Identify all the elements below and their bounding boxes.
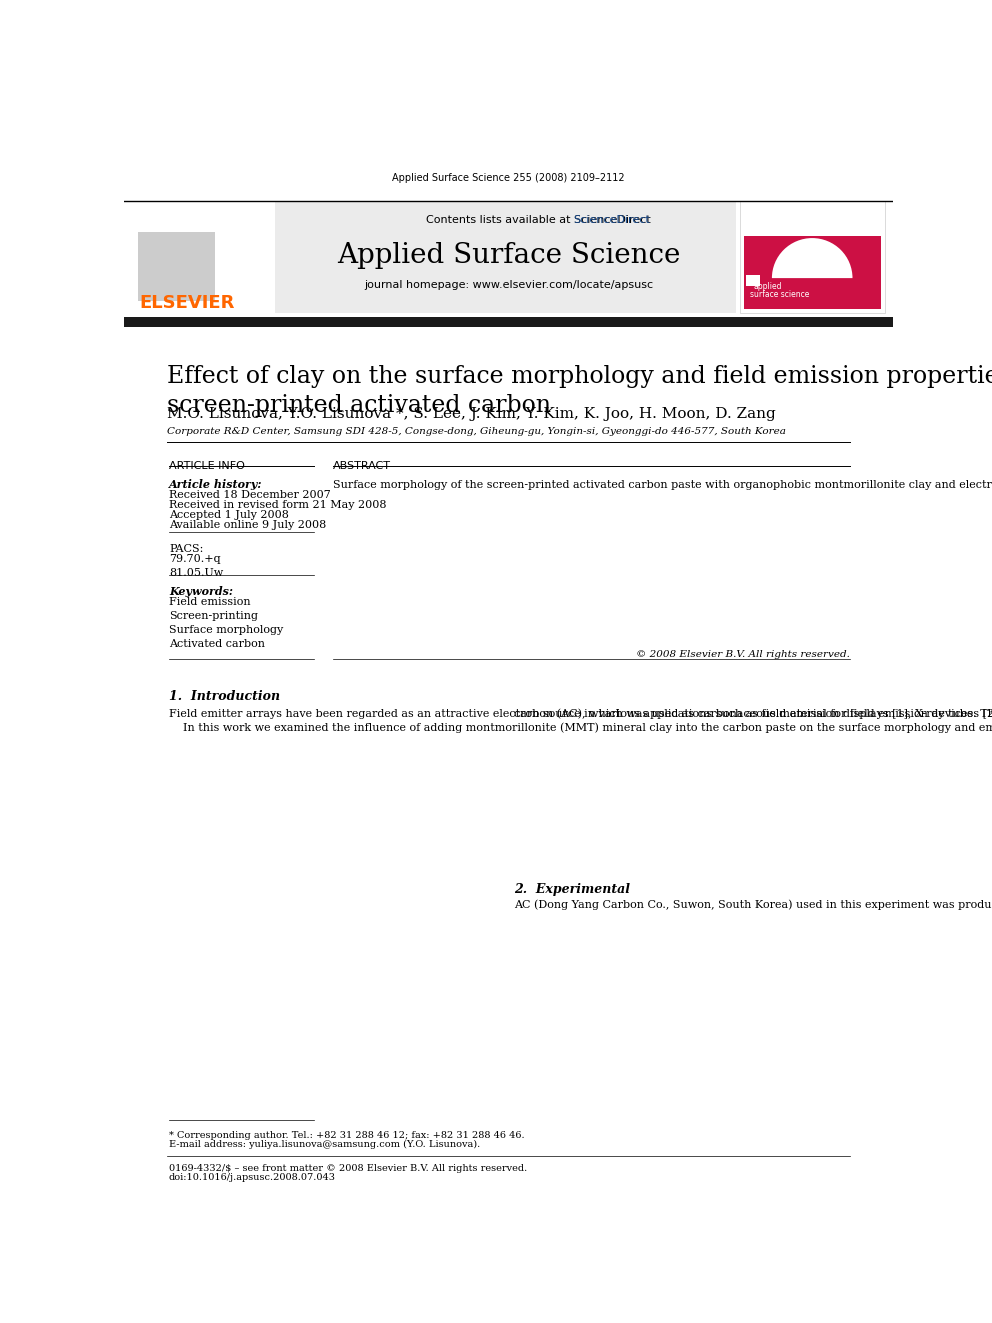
Text: Surface morphology of the screen-printed activated carbon paste with organophobi: Surface morphology of the screen-printed… [333, 479, 992, 490]
Text: journal homepage: www.elsevier.com/locate/apsusc: journal homepage: www.elsevier.com/locat… [364, 280, 653, 291]
FancyBboxPatch shape [132, 201, 275, 312]
FancyBboxPatch shape [275, 201, 736, 312]
Text: Corporate R&D Center, Samsung SDI 428-5, Congse-dong, Giheung-gu, Yongin-si, Gye: Corporate R&D Center, Samsung SDI 428-5,… [167, 427, 786, 435]
Text: Field emitter arrays have been regarded as an attractive electron source in vari: Field emitter arrays have been regarded … [169, 709, 992, 733]
Text: 1.  Introduction: 1. Introduction [169, 691, 280, 703]
Text: Accepted 1 July 2008: Accepted 1 July 2008 [169, 509, 289, 520]
Text: carbon (AC), which was used as carbonaceous material for field emission devices.: carbon (AC), which was used as carbonace… [514, 709, 992, 720]
Text: Applied Surface Science: Applied Surface Science [336, 242, 681, 269]
Text: Available online 9 July 2008: Available online 9 July 2008 [169, 520, 326, 531]
Text: © 2008 Elsevier B.V. All rights reserved.: © 2008 Elsevier B.V. All rights reserved… [636, 650, 850, 659]
Text: applied: applied [753, 282, 782, 291]
Text: Article history:: Article history: [169, 479, 263, 490]
Text: PACS:: PACS: [169, 544, 203, 554]
FancyBboxPatch shape [124, 318, 893, 327]
Text: M.O. Lisunova, Y.O. Lisunova *, S. Lee, J. Kim, Y. Kim, K. Joo, H. Moon, D. Zang: M.O. Lisunova, Y.O. Lisunova *, S. Lee, … [167, 406, 776, 421]
Text: ELSEVIER: ELSEVIER [140, 294, 235, 311]
Text: surface science: surface science [750, 290, 809, 299]
Text: Field emission
Screen-printing
Surface morphology
Activated carbon: Field emission Screen-printing Surface m… [169, 597, 283, 648]
Text: Applied Surface Science 255 (2008) 2109–2112: Applied Surface Science 255 (2008) 2109–… [392, 172, 625, 183]
Text: Contents lists available at ScienceDirect: Contents lists available at ScienceDirec… [427, 214, 655, 225]
Text: * Corresponding author. Tel.: +82 31 288 46 12; fax: +82 31 288 46 46.: * Corresponding author. Tel.: +82 31 288… [169, 1130, 525, 1139]
Text: ScienceDirect: ScienceDirect [573, 214, 650, 225]
Text: AC (Dong Yang Carbon Co., Suwon, South Korea) used in this experiment was produc: AC (Dong Yang Carbon Co., Suwon, South K… [514, 900, 992, 910]
Text: Received in revised form 21 May 2008: Received in revised form 21 May 2008 [169, 500, 387, 509]
FancyBboxPatch shape [740, 201, 885, 312]
Text: E-mail address: yuliya.lisunova@samsung.com (Y.O. Lisunova).: E-mail address: yuliya.lisunova@samsung.… [169, 1139, 480, 1148]
FancyBboxPatch shape [744, 235, 881, 308]
Text: Keywords:: Keywords: [169, 586, 233, 597]
Text: ABSTRACT: ABSTRACT [333, 460, 391, 471]
FancyBboxPatch shape [746, 275, 760, 286]
Text: ARTICLE INFO: ARTICLE INFO [169, 460, 245, 471]
Wedge shape [772, 238, 852, 278]
Text: Effect of clay on the surface morphology and field emission properties of
screen: Effect of clay on the surface morphology… [167, 365, 992, 418]
Text: 79.70.+q
81.05.Uw: 79.70.+q 81.05.Uw [169, 554, 223, 578]
Text: Received 18 December 2007: Received 18 December 2007 [169, 490, 330, 500]
Text: doi:10.1016/j.apsusc.2008.07.043: doi:10.1016/j.apsusc.2008.07.043 [169, 1174, 336, 1181]
FancyBboxPatch shape [138, 232, 215, 302]
Text: 0169-4332/$ – see front matter © 2008 Elsevier B.V. All rights reserved.: 0169-4332/$ – see front matter © 2008 El… [169, 1164, 527, 1174]
Text: 2.  Experimental: 2. Experimental [514, 882, 630, 896]
